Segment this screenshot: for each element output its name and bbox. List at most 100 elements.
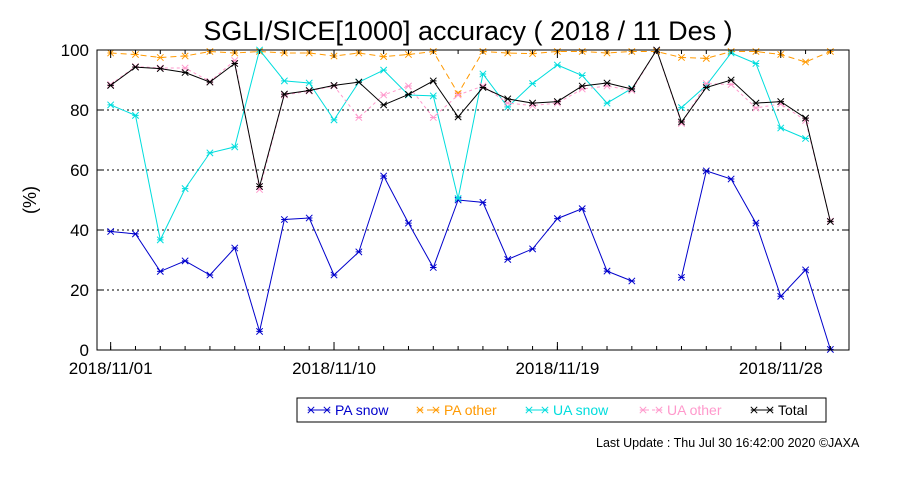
series-pa-snow [107,167,834,353]
plot-frame [96,49,850,351]
data-point-pa-snow [107,227,115,236]
data-point-pa-other [702,54,710,62]
series-line-ua-other [110,48,831,222]
data-point-total [404,90,413,98]
data-point-ua-other [454,91,462,99]
x-tick-label: 2018/11/19 [515,359,599,378]
series-pa-other [107,47,834,98]
data-point-total [702,83,710,92]
y-tick-label: 60 [70,161,89,180]
data-point-total [529,99,537,107]
y-tick-label: 20 [70,281,89,300]
legend-marker [541,406,549,414]
data-point-pa-snow [677,273,686,281]
y-tick-label: 40 [70,221,89,240]
data-point-ua-snow [802,134,810,143]
y-axis-ticks: 0 20 40 60 80 100 [61,41,849,360]
data-point-pa-snow [553,215,561,223]
data-point-ua-snow [777,124,785,132]
data-point-total [181,68,189,77]
chart-title: SGLI/SICE[1000] accuracy ( 2018 / 11 Des… [203,16,732,46]
data-point-total [752,99,760,107]
x-axis-ticks: 2018/11/01 2018/11/10 2018/11/19 2018/11/28 [69,50,831,378]
legend-label: UA snow [553,402,609,418]
data-point-ua-snow [529,80,537,88]
data-point-ua-other [578,85,586,93]
data-point-ua-snow [206,149,214,157]
data-point-total [429,77,437,85]
legend-item-ua-snow: UA snow [525,402,609,418]
data-point-total [330,81,338,89]
data-point-ua-other [553,99,561,107]
y-axis-label: (%) [20,186,40,214]
data-point-pa-other [181,52,189,60]
legend: PA snow PA other UA snow UA other Total [296,397,827,423]
data-point-pa-snow [380,172,388,180]
x-tick-label: 2018/11/10 [292,359,376,378]
legend-label: Total [778,402,808,418]
data-point-total [355,78,363,86]
data-point-pa-snow [206,271,214,279]
data-point-ua-snow [156,236,164,244]
legend-marker [525,406,533,414]
y-tick-label: 80 [70,101,89,120]
data-point-pa-snow [504,255,512,263]
data-point-total [826,218,834,226]
legend-item-pa-other: PA other [416,402,497,418]
data-point-ua-snow [553,61,561,69]
legend-marker [766,406,774,414]
data-point-total [677,118,686,126]
legend-marker [655,406,663,414]
data-point-total [628,85,636,93]
y-tick-label: 100 [61,41,89,60]
data-point-pa-other [380,53,388,61]
data-point-ua-other [355,113,363,122]
data-point-ua-other [404,82,413,90]
series-ua-snow [107,46,810,244]
data-point-ua-snow [107,101,115,109]
series-line-total [110,48,831,222]
data-point-pa-snow [256,327,264,335]
data-point-pa-snow [479,198,487,206]
data-point-pa-other [454,89,462,98]
data-point-ua-other [380,91,388,99]
data-point-pa-snow [231,244,239,252]
data-point-pa-snow [752,219,760,227]
x-tick-label: 2018/11/28 [739,359,823,378]
data-point-pa-snow [628,277,636,285]
data-point-ua-snow [454,194,462,203]
data-point-pa-snow [156,267,164,275]
series-line-ua-snow [681,52,806,139]
data-point-ua-snow [429,92,437,100]
legend-marker [307,406,315,414]
data-point-ua-snow [380,66,388,74]
data-point-total [578,82,586,90]
legend-marker [639,406,647,414]
data-point-total [603,79,611,87]
data-point-pa-snow [280,215,288,224]
legend-item-ua-other: UA other [639,402,722,418]
data-point-ua-snow [677,104,686,112]
data-point-pa-other [156,53,164,62]
data-point-total [280,90,288,98]
data-point-pa-other [131,50,140,59]
series-line-pa-other [110,50,831,95]
data-point-total [380,101,388,109]
legend-marker [323,406,331,414]
data-point-total [206,78,214,86]
legend-item-total: Total [750,402,808,418]
data-point-ua-snow [231,143,239,151]
data-point-pa-snow [578,205,586,213]
data-point-ua-snow [305,79,313,87]
data-point-pa-snow [777,292,785,300]
grid-lines [97,109,849,291]
data-point-pa-snow [727,175,735,183]
legend-label: PA snow [335,402,389,418]
data-point-total [256,182,264,191]
data-point-ua-snow [181,185,189,193]
data-point-total [553,98,561,106]
data-point-total [131,63,140,71]
data-point-total [479,83,487,92]
data-point-ua-snow [280,77,288,85]
